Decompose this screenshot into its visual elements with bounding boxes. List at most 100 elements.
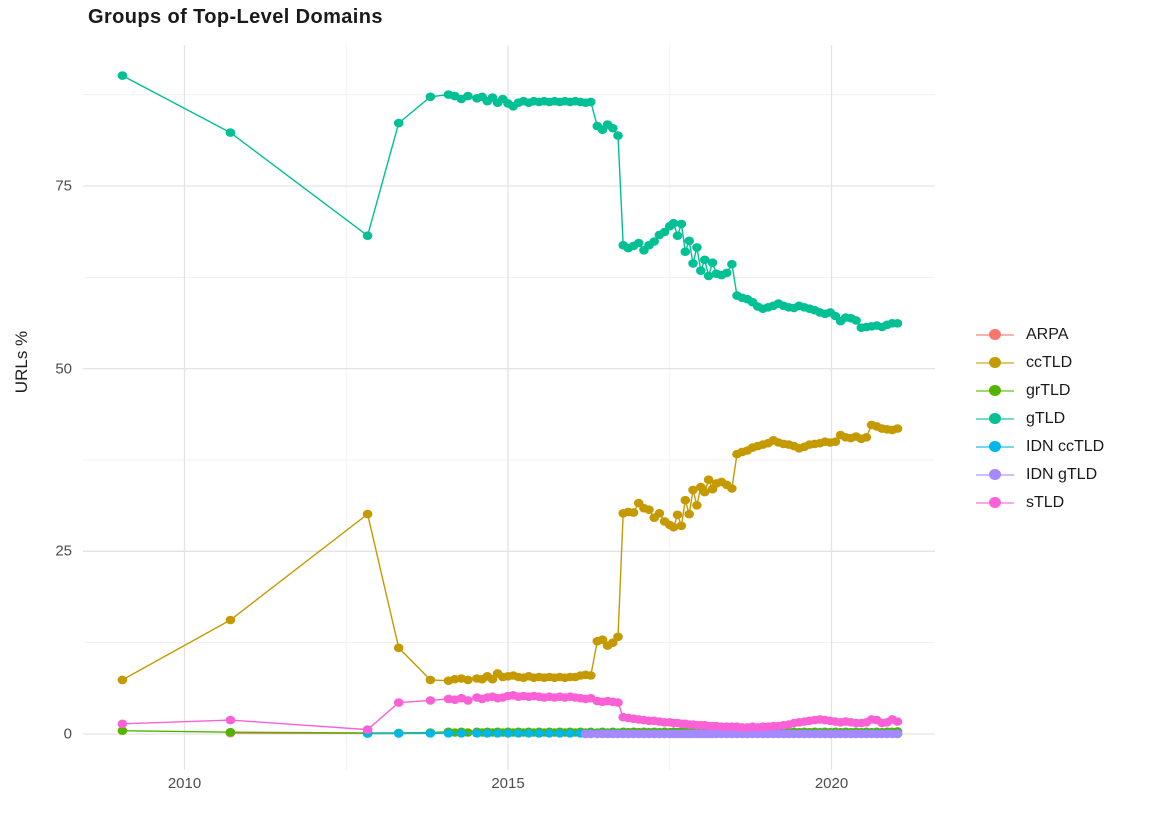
data-point — [668, 218, 679, 228]
data-point — [393, 643, 404, 653]
data-point — [676, 219, 687, 229]
data-point — [668, 522, 679, 532]
data-point — [393, 698, 404, 707]
data-point — [463, 91, 473, 101]
data-point — [613, 131, 623, 140]
data-point — [659, 227, 670, 237]
data-point — [628, 508, 639, 517]
data-point — [425, 729, 436, 738]
data-point — [613, 698, 623, 707]
legend-label: grTLD — [1026, 382, 1071, 399]
legend-key-icon — [976, 328, 1014, 342]
data-point — [362, 725, 373, 734]
data-point — [692, 243, 702, 252]
data-point — [544, 729, 555, 738]
series-points-sTLD — [117, 691, 903, 734]
data-point — [649, 237, 659, 246]
series-points-IDN-gTLD — [580, 729, 903, 739]
data-point — [699, 255, 710, 265]
data-point — [644, 505, 654, 514]
data-point — [654, 509, 665, 518]
data-point — [721, 268, 732, 278]
series-points-gTLD — [117, 71, 903, 333]
data-point — [727, 259, 737, 269]
data-point — [443, 729, 454, 738]
y-tick-label: 50 — [55, 360, 72, 378]
y-tick-label: 25 — [55, 542, 72, 560]
data-point — [851, 316, 861, 325]
legend-label: IDN ccTLD — [1026, 438, 1105, 455]
data-point — [680, 495, 691, 505]
legend-key-icon — [976, 496, 1014, 510]
legend-key-dot — [989, 329, 1001, 340]
data-point — [117, 71, 128, 80]
data-point — [362, 231, 373, 240]
data-point — [225, 727, 236, 737]
legend-item-ARPA: ARPA — [976, 321, 1104, 349]
data-point — [699, 487, 710, 497]
data-point — [696, 266, 706, 276]
legend-label: IDN gTLD — [1026, 466, 1098, 483]
data-point — [492, 729, 503, 738]
legend-key-icon — [976, 468, 1014, 482]
data-point — [503, 729, 513, 738]
data-point — [676, 521, 687, 531]
legend-key-dot — [989, 441, 1001, 452]
data-point — [830, 437, 841, 447]
series-line-gTLD — [122, 74, 898, 329]
data-point — [117, 726, 128, 735]
data-point — [513, 729, 524, 738]
data-point — [117, 675, 128, 685]
data-point — [684, 509, 694, 519]
legend-key-dot — [989, 357, 1001, 368]
legend-item-ccTLD: ccTLD — [976, 349, 1104, 377]
y-tick-label: 0 — [63, 725, 72, 743]
x-tick-label: 2015 — [491, 775, 525, 792]
legend-key-icon — [976, 384, 1014, 398]
data-point — [892, 319, 903, 328]
data-point — [608, 638, 618, 647]
data-point — [680, 247, 691, 256]
data-point — [861, 433, 872, 442]
data-point — [688, 485, 698, 495]
legend-key-icon — [976, 356, 1014, 370]
data-point — [472, 729, 482, 738]
data-point — [487, 674, 498, 684]
data-point — [892, 717, 903, 726]
data-point — [225, 128, 236, 137]
data-point — [425, 92, 436, 102]
data-point — [565, 729, 575, 738]
legend-label: ccTLD — [1026, 354, 1073, 371]
legend-label: ARPA — [1026, 326, 1069, 343]
legend-key-dot — [989, 413, 1001, 424]
data-point — [393, 118, 404, 128]
legend-key-dot — [989, 469, 1001, 480]
data-point — [892, 729, 903, 739]
data-point — [425, 696, 436, 705]
data-point — [482, 729, 493, 738]
data-point — [892, 424, 903, 433]
legend-key-icon — [976, 412, 1014, 426]
data-point — [688, 259, 698, 268]
data-point — [225, 615, 236, 625]
chart-title: Groups of Top-Level Domains — [88, 6, 383, 28]
legend-label: sTLD — [1026, 494, 1065, 511]
data-point — [586, 671, 596, 680]
data-point — [425, 675, 436, 685]
data-point — [633, 238, 644, 248]
data-point — [117, 719, 128, 729]
data-point — [672, 231, 683, 240]
data-point — [523, 729, 534, 738]
legend-item-grTLD: grTLD — [976, 377, 1104, 405]
data-point — [225, 715, 236, 725]
legend-item-IDN-gTLD: IDN gTLD — [976, 461, 1104, 489]
data-point — [727, 484, 737, 493]
data-point — [534, 729, 544, 738]
x-tick-label: 2020 — [814, 775, 849, 792]
x-tick-label: 2010 — [167, 775, 202, 792]
legend-item-IDN-ccTLD: IDN ccTLD — [976, 433, 1104, 461]
series-points-ccTLD — [117, 420, 903, 685]
data-point — [362, 509, 373, 519]
data-point — [707, 258, 718, 268]
data-point — [463, 696, 473, 705]
